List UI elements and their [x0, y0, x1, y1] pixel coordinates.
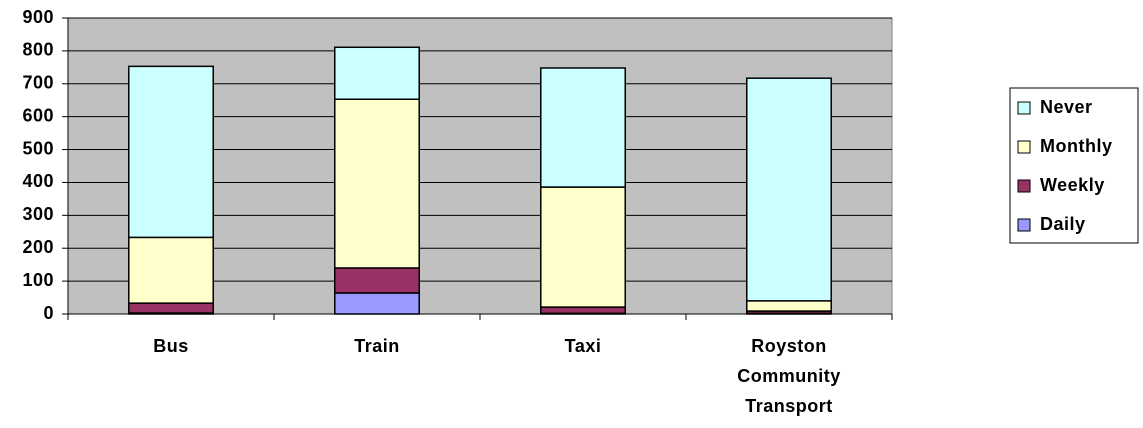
legend-label: Weekly: [1040, 175, 1105, 195]
legend-box: [1009, 87, 1139, 244]
bar-segment: [540, 186, 626, 308]
bar-segment: [746, 77, 832, 302]
legend-label: Never: [1040, 97, 1093, 117]
y-tick-label: 100: [22, 270, 54, 290]
bar-segment: [540, 306, 626, 315]
y-tick-label: 0: [43, 303, 54, 323]
bar-segment: [128, 65, 214, 239]
y-tick-label: 200: [22, 237, 54, 257]
y-tick-label: 400: [22, 171, 54, 191]
x-tick-label: Taxi: [565, 336, 602, 356]
legend-label: Monthly: [1040, 136, 1113, 156]
bar-segment: [128, 302, 214, 314]
x-tick-label: Royston Community Transport: [737, 336, 841, 416]
bar-segment: [334, 267, 420, 294]
y-tick-label: 800: [22, 40, 54, 60]
x-tick-label: Bus: [153, 336, 189, 356]
legend-swatch: [1017, 179, 1031, 193]
y-tick-label: 600: [22, 105, 54, 125]
bar-segment: [334, 292, 420, 315]
y-tick-label: 300: [22, 204, 54, 224]
y-tick-label: 700: [22, 73, 54, 93]
bar-segment: [334, 46, 420, 100]
legend-swatch: [1017, 101, 1031, 115]
bar-segment: [334, 98, 420, 269]
bar-segment: [746, 300, 832, 312]
x-tick-label: Train: [354, 336, 400, 356]
legend-swatch: [1017, 140, 1031, 154]
bar-segment: [540, 67, 626, 188]
y-tick-label: 900: [22, 7, 54, 27]
bar-segment: [128, 236, 214, 304]
legend-label: Daily: [1040, 214, 1086, 234]
legend-swatch: [1017, 218, 1031, 232]
y-tick-label: 500: [22, 138, 54, 158]
